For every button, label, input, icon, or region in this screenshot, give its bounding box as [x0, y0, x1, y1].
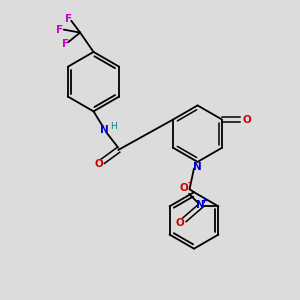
Text: N: N: [100, 125, 109, 135]
Text: +: +: [200, 196, 207, 206]
Text: O: O: [176, 218, 184, 228]
Text: F: F: [65, 14, 72, 24]
Text: F: F: [62, 39, 69, 49]
Text: O: O: [95, 159, 103, 169]
Text: O: O: [180, 183, 189, 193]
Text: H: H: [110, 122, 116, 131]
Text: N: N: [196, 200, 204, 210]
Text: N: N: [193, 162, 201, 172]
Text: O: O: [242, 115, 251, 124]
Text: -: -: [188, 178, 192, 188]
Text: F: F: [56, 25, 63, 34]
